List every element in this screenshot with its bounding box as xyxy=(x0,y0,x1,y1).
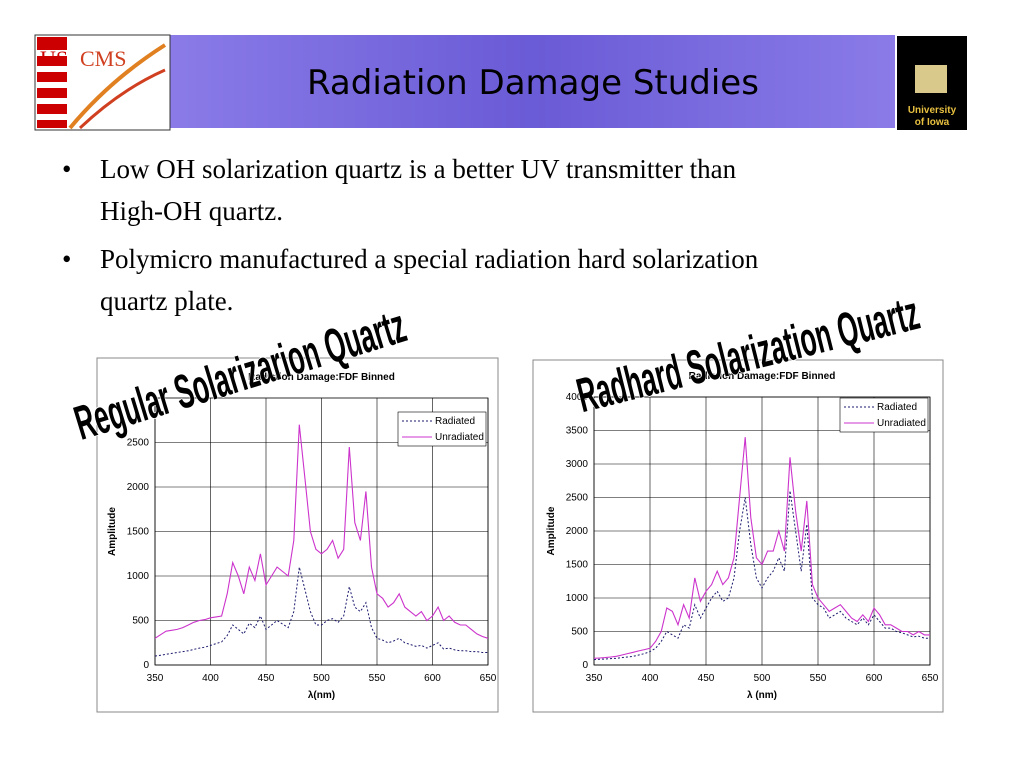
bullet-text: Polymicro manufactured a special radiati… xyxy=(100,244,759,274)
x-tick-label: 450 xyxy=(698,673,715,684)
y-tick-label: 2000 xyxy=(127,482,150,493)
logo-text: US xyxy=(40,46,68,71)
bullet-marker: • xyxy=(62,154,71,184)
data-line xyxy=(154,566,488,657)
iowa-logo: University of Iowa xyxy=(897,36,967,130)
x-tick-label: 500 xyxy=(754,673,771,684)
plot-area xyxy=(593,396,931,666)
legend-box xyxy=(397,411,487,447)
chart-title: Radiation Damage:FDF Binned xyxy=(689,371,836,382)
legend-label: Unradiated xyxy=(877,418,926,429)
y-tick-label: 1500 xyxy=(127,527,150,538)
logo-text: of Iowa xyxy=(915,117,950,128)
y-tick-label: 500 xyxy=(132,616,149,627)
y-tick-label: 2500 xyxy=(566,493,589,504)
legend-label: Unradiated xyxy=(435,432,484,443)
y-tick-label: 1500 xyxy=(566,560,589,571)
bullet-list: • Low OH solarization quartz is a better … xyxy=(62,154,759,316)
data-line xyxy=(154,424,489,639)
charts: Radiation Damage:FDF Binned 0 500 1000 1500 2… xyxy=(68,286,944,713)
x-tick-label: 350 xyxy=(586,673,603,684)
x-tick-label: 600 xyxy=(424,673,441,684)
legend-label: Radiated xyxy=(877,402,917,413)
title-bar xyxy=(170,35,895,128)
y-tick-label: 1000 xyxy=(566,593,589,604)
y-tick-label: 1000 xyxy=(127,571,150,582)
x-tick-label: 600 xyxy=(866,673,883,684)
y-tick-label: 2500 xyxy=(127,438,150,449)
y-tick-label: 2000 xyxy=(566,526,589,537)
x-axis-label: λ(nm) xyxy=(308,690,335,701)
bullet-marker: • xyxy=(62,244,71,274)
x-tick-label: 500 xyxy=(313,673,330,684)
y-tick-label: 0 xyxy=(143,660,149,671)
uscms-logo: US CMS xyxy=(34,34,171,131)
plot-area xyxy=(154,397,489,666)
y-tick-label: 3000 xyxy=(566,459,589,470)
y-tick-label: 500 xyxy=(571,627,588,638)
legend-label: Radiated xyxy=(435,416,475,427)
y-tick-label: 3500 xyxy=(566,426,589,437)
logo-text: University xyxy=(908,105,957,116)
x-tick-label: 450 xyxy=(258,673,275,684)
data-line xyxy=(593,490,930,661)
x-tick-label: 550 xyxy=(810,673,827,684)
chart-frame xyxy=(532,359,944,713)
x-tick-label: 650 xyxy=(480,673,497,684)
bullet-text: Low OH solarization quartz is a better U… xyxy=(100,154,737,184)
y-tick-label: 4000 xyxy=(566,392,589,403)
y-tick-label: 0 xyxy=(582,660,588,671)
x-tick-label: 350 xyxy=(147,673,164,684)
x-tick-label: 650 xyxy=(922,673,939,684)
x-tick-label: 400 xyxy=(642,673,659,684)
x-tick-label: 550 xyxy=(369,673,386,684)
logo-text: CMS xyxy=(80,46,126,71)
y-axis-label: Amplitude xyxy=(107,507,118,556)
x-tick-label: 400 xyxy=(202,673,219,684)
chart: Radiation Damage:FDF Binned 0 500 1000 1500 2… xyxy=(532,286,944,713)
data-line xyxy=(593,437,930,659)
legend-box xyxy=(839,397,929,433)
slide-title: Radiation Damage Studies xyxy=(307,63,759,103)
y-axis-label: Amplitude xyxy=(546,506,557,555)
bullet-text: High-OH quartz. xyxy=(100,196,283,226)
chart: Radiation Damage:FDF Binned 0 500 1000 1500 2… xyxy=(68,299,499,713)
chart-title: Radiation Damage:FDF Binned xyxy=(248,372,395,383)
x-axis-label: λ (nm) xyxy=(747,690,777,701)
bullet-text: quartz plate. xyxy=(100,286,233,316)
